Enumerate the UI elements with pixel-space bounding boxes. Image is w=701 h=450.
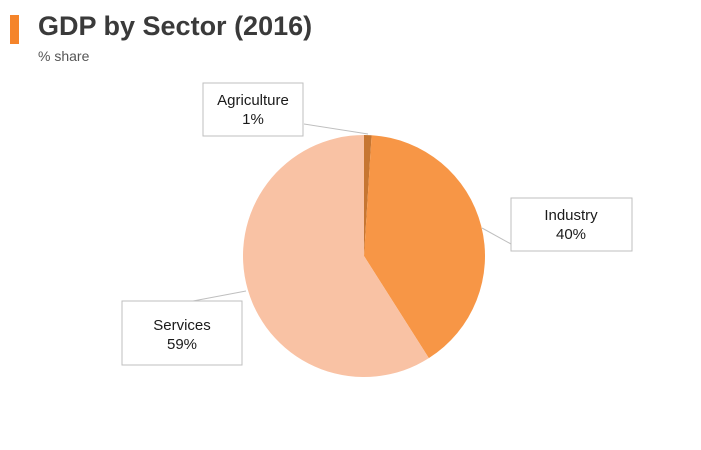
- chart-subtitle: % share: [38, 48, 90, 64]
- slice-label-agriculture: Agriculture: [217, 92, 289, 109]
- slice-value-agriculture: 1%: [242, 111, 264, 128]
- pie-slice-services: [242, 135, 429, 377]
- leader-line-services: [192, 290, 247, 302]
- slice-label-industry: Industry: [544, 207, 598, 224]
- slice-value-industry: 40%: [556, 226, 586, 243]
- slice-label-services: Services: [153, 317, 211, 334]
- chart-title: GDP by Sector (2016): [38, 11, 313, 41]
- callout-industry: Industry 40%: [481, 197, 633, 252]
- callout-services: Services 59%: [121, 290, 247, 366]
- leader-line-agriculture: [303, 123, 369, 135]
- callout-agriculture: Agriculture 1%: [202, 82, 369, 137]
- pie-slices: [242, 135, 485, 377]
- leader-line-industry: [481, 227, 512, 245]
- slice-value-services: 59%: [167, 336, 197, 353]
- title-accent-bar: [10, 15, 19, 44]
- pie-slice-agriculture: [364, 135, 372, 256]
- callout-box-agriculture: [202, 82, 304, 137]
- pie-slice-industry: [364, 135, 485, 359]
- callout-box-services: [121, 300, 243, 366]
- callout-box-industry: [510, 197, 633, 252]
